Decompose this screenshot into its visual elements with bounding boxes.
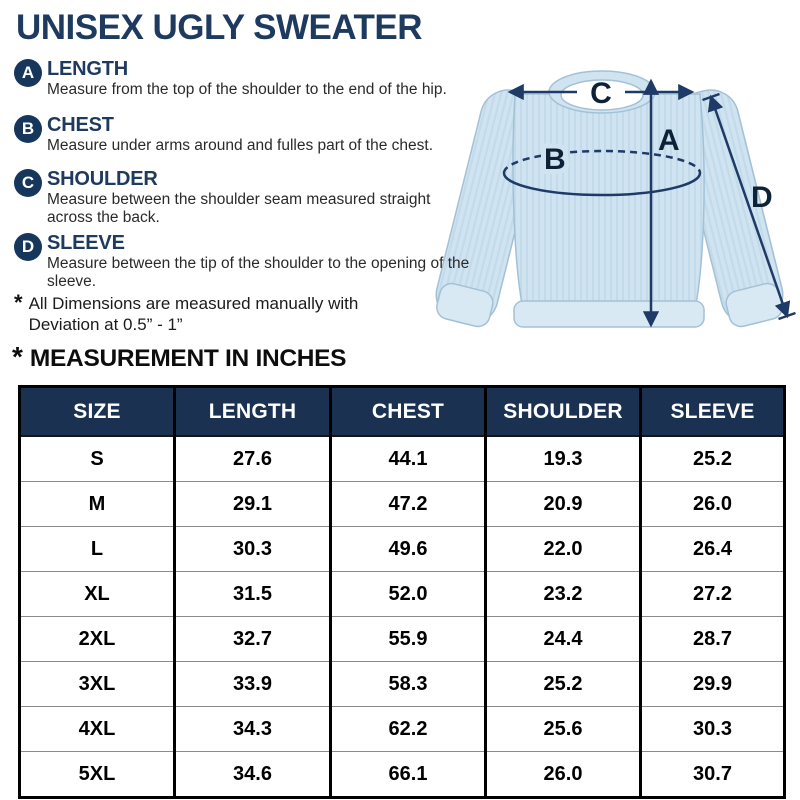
cell-chest: 44.1 bbox=[329, 436, 486, 482]
asterisk-icon: * bbox=[14, 290, 23, 315]
table-row: M 29.1 47.2 20.9 26.0 bbox=[19, 481, 785, 527]
cell-chest: 52.0 bbox=[329, 571, 486, 617]
letter-c-badge: C bbox=[14, 169, 42, 197]
label-d: D bbox=[751, 181, 773, 214]
legend-desc-chest: Measure under arms around and fulles par… bbox=[47, 137, 433, 154]
letter-b-badge: B bbox=[14, 115, 42, 143]
dimension-arrows bbox=[502, 78, 796, 328]
legend-item-sleeve: D SLEEVE Measure between the tip of the … bbox=[14, 232, 479, 290]
table-header-row: SIZE LENGTH CHEST SHOULDER SLEEVE bbox=[19, 386, 785, 437]
cell-shoulder: 23.2 bbox=[484, 571, 641, 617]
col-header-sleeve: SLEEVE bbox=[639, 386, 785, 437]
label-c: C bbox=[590, 77, 612, 110]
cell-sleeve: 25.2 bbox=[639, 436, 785, 482]
size-measurement-table: SIZE LENGTH CHEST SHOULDER SLEEVE S 27.6… bbox=[18, 385, 786, 799]
legend-text: LENGTH Measure from the top of the shoul… bbox=[47, 58, 447, 99]
cell-chest: 47.2 bbox=[329, 481, 486, 527]
legend-desc-sleeve: Measure between the tip of the shoulder … bbox=[47, 255, 470, 290]
table-row: 3XL 33.9 58.3 25.2 29.9 bbox=[19, 661, 785, 707]
cell-sleeve: 30.7 bbox=[639, 751, 785, 798]
cell-shoulder: 19.3 bbox=[484, 436, 641, 482]
letter-d-badge: D bbox=[14, 233, 42, 261]
cell-length: 34.3 bbox=[173, 706, 331, 752]
legend-text: SLEEVE Measure between the tip of the sh… bbox=[47, 232, 479, 290]
cell-size: XL bbox=[19, 571, 175, 617]
cell-sleeve: 27.2 bbox=[639, 571, 785, 617]
note-line-1: All Dimensions are measured manually wit… bbox=[28, 294, 359, 313]
cell-shoulder: 20.9 bbox=[484, 481, 641, 527]
legend-item-shoulder: C SHOULDER Measure between the shoulder … bbox=[14, 168, 447, 226]
cell-size: M bbox=[19, 481, 175, 527]
col-header-size: SIZE bbox=[19, 386, 175, 437]
cell-length: 31.5 bbox=[173, 571, 331, 617]
asterisk-icon: * bbox=[12, 341, 23, 372]
cell-sleeve: 26.4 bbox=[639, 526, 785, 572]
note-line-2: Deviation at 0.5” - 1” bbox=[28, 315, 183, 334]
legend-label-shoulder: SHOULDER bbox=[47, 168, 158, 190]
cell-length: 29.1 bbox=[173, 481, 331, 527]
table-row: XL 31.5 52.0 23.2 27.2 bbox=[19, 571, 785, 617]
cell-chest: 66.1 bbox=[329, 751, 486, 798]
cell-chest: 49.6 bbox=[329, 526, 486, 572]
legend-desc-shoulder: Measure between the shoulder seam measur… bbox=[47, 191, 431, 226]
heading-text: MEASUREMENT IN INCHES bbox=[29, 345, 347, 372]
table-row: 5XL 34.6 66.1 26.0 30.7 bbox=[19, 751, 785, 798]
cell-size: S bbox=[19, 436, 175, 482]
legend-text: SHOULDER Measure between the shoulder se… bbox=[47, 168, 447, 226]
legend-label-chest: CHEST bbox=[47, 114, 114, 136]
cell-sleeve: 29.9 bbox=[639, 661, 785, 707]
cell-length: 32.7 bbox=[173, 616, 331, 662]
page-title: UNISEX UGLY SWEATER bbox=[16, 8, 423, 47]
label-a: A bbox=[658, 124, 680, 157]
deviation-note: * All Dimensions are measured manually w… bbox=[14, 290, 359, 335]
sleeve-arrow-d bbox=[702, 92, 796, 321]
col-header-shoulder: SHOULDER bbox=[484, 386, 641, 437]
cell-chest: 62.2 bbox=[329, 706, 486, 752]
table-row: 2XL 32.7 55.9 24.4 28.7 bbox=[19, 616, 785, 662]
legend-item-length: A LENGTH Measure from the top of the sho… bbox=[14, 58, 447, 99]
table-row: L 30.3 49.6 22.0 26.4 bbox=[19, 526, 785, 572]
cell-sleeve: 26.0 bbox=[639, 481, 785, 527]
cell-size: L bbox=[19, 526, 175, 572]
cell-shoulder: 25.6 bbox=[484, 706, 641, 752]
cell-shoulder: 22.0 bbox=[484, 526, 641, 572]
chest-ellipse-b bbox=[502, 149, 702, 197]
cell-shoulder: 26.0 bbox=[484, 751, 641, 798]
cell-chest: 58.3 bbox=[329, 661, 486, 707]
table-row: S 27.6 44.1 19.3 25.2 bbox=[19, 436, 785, 482]
hem-band bbox=[513, 300, 705, 328]
cell-chest: 55.9 bbox=[329, 616, 486, 662]
cell-sleeve: 28.7 bbox=[639, 616, 785, 662]
cell-size: 4XL bbox=[19, 706, 175, 752]
cell-size: 5XL bbox=[19, 751, 175, 798]
legend-desc-length: Measure from the top of the shoulder to … bbox=[47, 81, 447, 98]
note-text: All Dimensions are measured manually wit… bbox=[29, 293, 359, 335]
cell-shoulder: 25.2 bbox=[484, 661, 641, 707]
legend-label-length: LENGTH bbox=[47, 58, 129, 80]
legend-item-chest: B CHEST Measure under arms around and fu… bbox=[14, 114, 433, 155]
cell-sleeve: 30.3 bbox=[639, 706, 785, 752]
cell-size: 3XL bbox=[19, 661, 175, 707]
letter-a-badge: A bbox=[14, 59, 42, 87]
cell-length: 30.3 bbox=[173, 526, 331, 572]
cell-length: 33.9 bbox=[173, 661, 331, 707]
sweater-illustration: C A B D bbox=[435, 70, 796, 328]
legend-text: CHEST Measure under arms around and full… bbox=[47, 114, 433, 155]
measurement-units-heading: * MEASUREMENT IN INCHES bbox=[12, 341, 347, 374]
cell-shoulder: 24.4 bbox=[484, 616, 641, 662]
cell-length: 34.6 bbox=[173, 751, 331, 798]
cell-length: 27.6 bbox=[173, 436, 331, 482]
col-header-length: LENGTH bbox=[173, 386, 331, 437]
legend-label-sleeve: SLEEVE bbox=[47, 232, 125, 254]
col-header-chest: CHEST bbox=[329, 386, 486, 437]
table-row: 4XL 34.3 62.2 25.6 30.3 bbox=[19, 706, 785, 752]
label-b: B bbox=[544, 143, 566, 176]
cell-size: 2XL bbox=[19, 616, 175, 662]
